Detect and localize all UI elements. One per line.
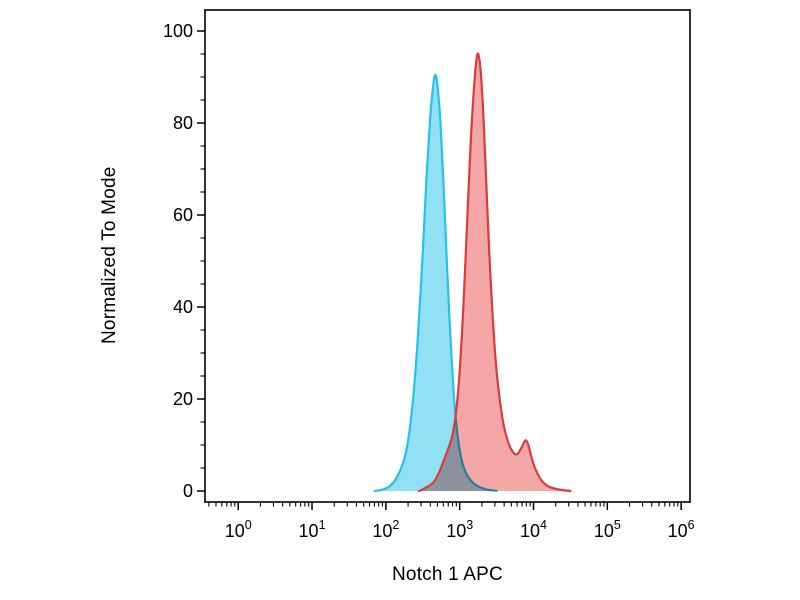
plot-frame bbox=[204, 9, 691, 503]
y-tick-label: 100 bbox=[163, 21, 193, 41]
series-line-red-stained bbox=[417, 52, 572, 493]
y-tick-label: 40 bbox=[173, 297, 193, 317]
x-tick-label: 100 bbox=[225, 518, 252, 541]
y-tick-label: 60 bbox=[173, 205, 193, 225]
y-tick-label: 0 bbox=[183, 481, 193, 501]
series-fill-red-stained bbox=[419, 53, 571, 492]
x-tick-label: 102 bbox=[372, 518, 399, 541]
x-tick-label: 101 bbox=[299, 518, 326, 541]
y-axis-label: Normalized To Mode bbox=[99, 166, 120, 345]
y-tick-label: 20 bbox=[173, 389, 193, 409]
y-tick-label: 80 bbox=[173, 113, 193, 133]
x-tick-label: 105 bbox=[594, 518, 621, 541]
x-tick-label: 106 bbox=[668, 518, 695, 541]
x-axis-label: Notch 1 APC bbox=[392, 564, 503, 585]
series-fill-cyan-control bbox=[374, 74, 497, 491]
x-tick-label: 103 bbox=[446, 518, 473, 541]
x-tick-label: 104 bbox=[520, 518, 547, 541]
